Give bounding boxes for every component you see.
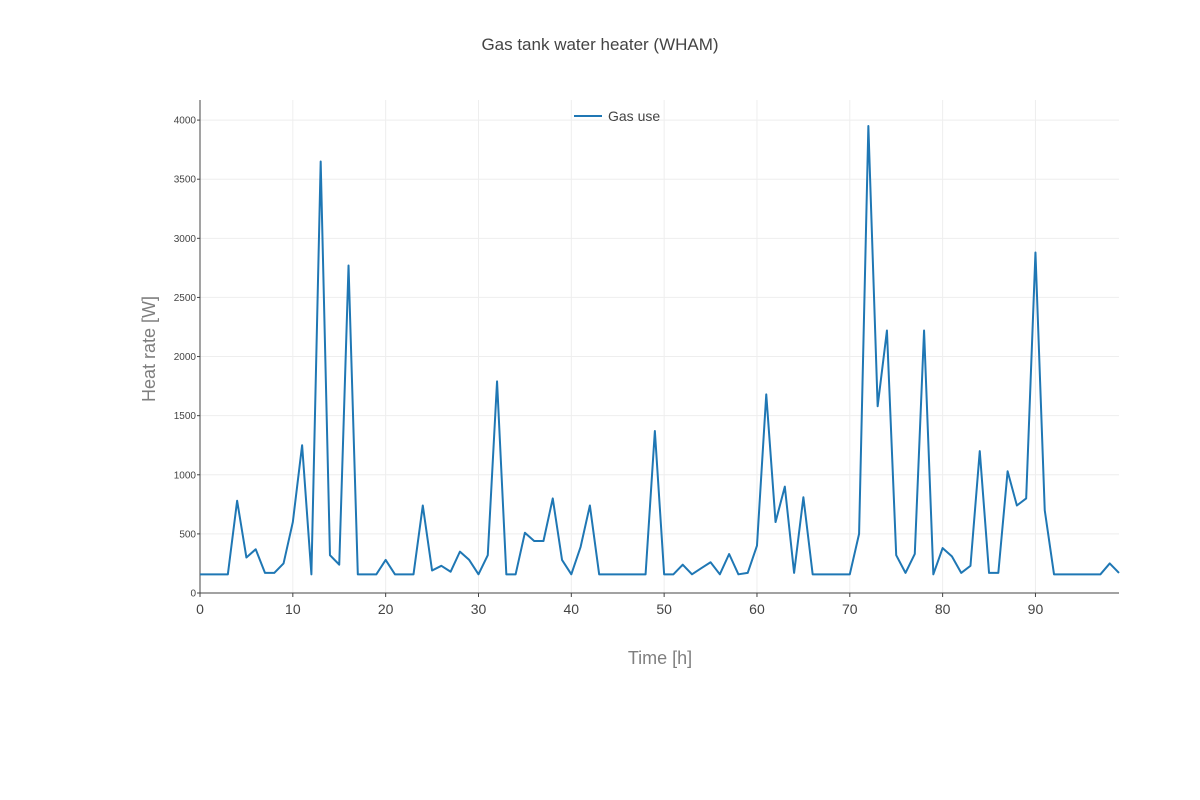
x-tick-label: 0 <box>196 601 204 617</box>
y-tick-label: 3000 <box>174 234 197 245</box>
y-tick-label: 1500 <box>174 411 197 422</box>
y-tick-label: 500 <box>179 529 196 540</box>
series-lines[interactable] <box>200 125 1120 576</box>
tick-labels: 0 500 1000 1500 2000 2500 3000 3500 4000 0 10 20 30 4… <box>174 116 1044 617</box>
y-tick-label: 2500 <box>174 293 197 304</box>
legend-label[interactable]: Gas use <box>608 108 660 124</box>
grid-lines <box>200 100 1119 593</box>
axes <box>197 100 1119 597</box>
chart-title: Gas tank water heater (WHAM) <box>481 35 718 54</box>
x-tick-label: 80 <box>935 601 951 617</box>
x-tick-label: 20 <box>378 601 394 617</box>
y-tick-label: 3500 <box>174 175 197 186</box>
x-tick-label: 10 <box>285 601 301 617</box>
y-tick-label: 2000 <box>174 352 197 363</box>
x-tick-label: 40 <box>564 601 580 617</box>
y-tick-label: 0 <box>190 589 196 600</box>
y-tick-label: 4000 <box>174 116 197 127</box>
x-tick-label: 30 <box>471 601 487 617</box>
x-tick-label: 90 <box>1028 601 1044 617</box>
x-axis-title: Time [h] <box>628 648 692 668</box>
y-tick-label: 1000 <box>174 470 197 481</box>
x-tick-label: 50 <box>656 601 672 617</box>
series-line-gas-use[interactable] <box>200 125 1120 576</box>
y-axis-title: Heat rate [W] <box>139 296 159 402</box>
x-tick-label: 60 <box>749 601 765 617</box>
legend[interactable]: Gas use <box>574 108 660 124</box>
x-tick-label: 70 <box>842 601 858 617</box>
